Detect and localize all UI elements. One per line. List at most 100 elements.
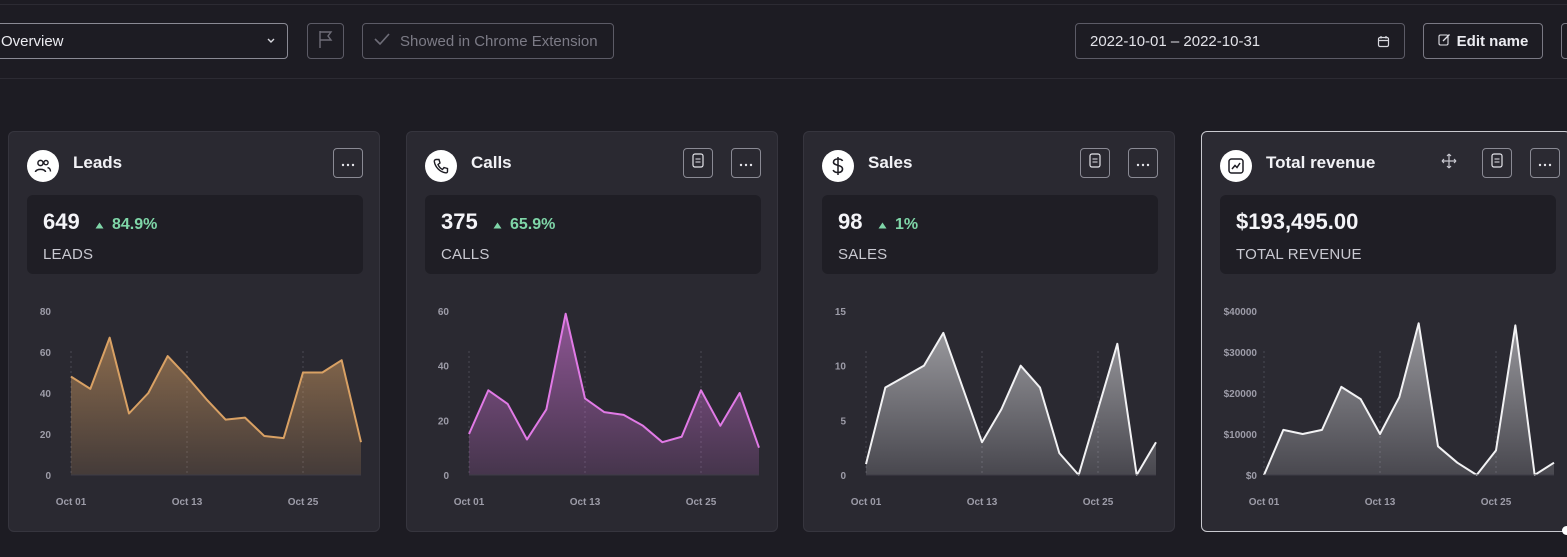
- trend-up-icon: [95, 216, 104, 234]
- metric-label: TOTAL REVENUE: [1236, 246, 1362, 263]
- area-fill: [71, 337, 361, 475]
- resize-handle[interactable]: [1562, 526, 1567, 535]
- metric-summary: 649 84.9% LEADS: [27, 195, 363, 274]
- trend-up-icon: [493, 216, 502, 234]
- more-options-button[interactable]: [731, 148, 761, 178]
- more-options-button[interactable]: [333, 148, 363, 178]
- metric-summary: 375 65.9% CALLS: [425, 195, 761, 274]
- card-calls[interactable]: Calls 375 65.9% CALLS 0 20 40 60 Oct 01 Oct 1…: [406, 131, 778, 532]
- toolbar-divider: [0, 78, 1567, 79]
- card-leads[interactable]: Leads 649 84.9% LEADS 0 20 40 60 80 Oct 01 Oct…: [8, 131, 380, 532]
- y-tick-label: $20000: [1224, 389, 1258, 400]
- metric-delta-value: 1%: [895, 216, 919, 233]
- flag-icon: [317, 29, 335, 54]
- notes-button[interactable]: [1482, 148, 1512, 178]
- check-icon: [373, 32, 391, 50]
- y-tick-label: $0: [1246, 471, 1258, 482]
- y-tick-label: 40: [438, 362, 450, 373]
- area-fill: [1264, 323, 1554, 475]
- card-total-revenue[interactable]: Total revenue $193,495.00 TOTAL REVENUE …: [1201, 131, 1567, 532]
- card-header: Leads: [27, 150, 122, 182]
- date-range-value: 2022-10-01 – 2022-10-31: [1090, 32, 1261, 50]
- document-icon: [692, 153, 704, 173]
- metric-value: 375: [441, 209, 478, 234]
- x-tick-label: Oct 25: [686, 497, 717, 508]
- x-tick-label: Oct 25: [1481, 497, 1512, 508]
- metric-delta: 65.9%: [493, 216, 555, 234]
- metric-delta-value: 65.9%: [510, 216, 556, 233]
- metric-label: CALLS: [441, 246, 490, 263]
- x-tick-label: Oct 01: [454, 497, 485, 508]
- dollar-icon: [822, 150, 854, 182]
- metric-delta: 84.9%: [95, 216, 157, 234]
- y-tick-label: 0: [45, 471, 51, 482]
- phone-icon: [425, 150, 457, 182]
- metric-summary: 98 1% SALES: [822, 195, 1158, 274]
- y-tick-label: 60: [40, 348, 52, 359]
- series-line: [1263, 322, 1555, 476]
- x-tick-label: Oct 01: [851, 497, 882, 508]
- move-icon: [1441, 153, 1457, 174]
- card-header: Total revenue: [1220, 150, 1375, 182]
- y-tick-label: 60: [438, 307, 450, 318]
- y-tick-label: 20: [438, 416, 450, 427]
- flag-button[interactable]: [307, 23, 344, 59]
- y-tick-label: 40: [40, 389, 52, 400]
- edit-name-button[interactable]: Edit name: [1423, 23, 1543, 59]
- x-tick-label: Oct 01: [1249, 497, 1280, 508]
- document-icon: [1089, 153, 1101, 173]
- drag-handle[interactable]: [1434, 148, 1464, 178]
- series-line: [865, 331, 1157, 476]
- more-options-button[interactable]: [1530, 148, 1560, 178]
- x-tick-label: Oct 13: [967, 497, 998, 508]
- users-icon: [27, 150, 59, 182]
- chrome-extension-toggle[interactable]: Showed in Chrome Extension: [362, 23, 614, 59]
- dashboard-select-value: Overview: [1, 32, 64, 50]
- edit-name-label: Edit name: [1456, 32, 1529, 50]
- extra-button[interactable]: [1561, 23, 1567, 59]
- sales-chart: 0 5 10 15 Oct 01 Oct 13 Oct 25: [835, 307, 1157, 508]
- y-tick-label: 80: [40, 307, 52, 318]
- notes-button[interactable]: [683, 148, 713, 178]
- x-tick-label: Oct 25: [1083, 497, 1114, 508]
- document-icon: [1491, 153, 1503, 173]
- date-range-picker[interactable]: 2022-10-01 – 2022-10-31: [1075, 23, 1405, 59]
- metric-value: 98: [838, 209, 863, 234]
- x-tick-label: Oct 13: [172, 497, 203, 508]
- card-actions: [1080, 148, 1158, 178]
- notes-button[interactable]: [1080, 148, 1110, 178]
- metric-delta-value: 84.9%: [112, 216, 158, 233]
- top-divider: [0, 4, 1567, 5]
- y-tick-label: 20: [40, 430, 52, 441]
- ellipsis-icon: [1136, 154, 1150, 172]
- card-title: Total revenue: [1266, 153, 1376, 172]
- more-options-button[interactable]: [1128, 148, 1158, 178]
- metric-summary: $193,495.00 TOTAL REVENUE: [1220, 195, 1556, 274]
- series-line: [70, 336, 362, 443]
- card-actions: [333, 148, 363, 178]
- metric-delta: 1%: [878, 216, 918, 234]
- area-fill: [866, 332, 1156, 475]
- card-actions: [683, 148, 761, 178]
- x-tick-label: Oct 13: [1365, 497, 1396, 508]
- y-tick-label: 5: [840, 416, 846, 427]
- dashboard-select[interactable]: Overview: [0, 23, 288, 59]
- x-tick-label: Oct 13: [570, 497, 601, 508]
- card-title: Calls: [471, 153, 512, 172]
- y-tick-label: $40000: [1224, 307, 1258, 318]
- revenue-chart: $0 $10000 $20000 $30000 $40000 Oct 01 Oct 13 Oc…: [1224, 307, 1555, 508]
- card-sales[interactable]: Sales 98 1% SALES 0 5 10 15 Oct 01 Oct 13 Oct …: [803, 131, 1175, 532]
- area-fill: [469, 313, 759, 475]
- metric-value: 649: [43, 209, 80, 234]
- chrome-extension-label: Showed in Chrome Extension: [400, 32, 598, 50]
- trend-up-icon: [878, 216, 887, 234]
- metric-label: LEADS: [43, 246, 94, 263]
- calls-chart: 0 20 40 60 Oct 01 Oct 13 Oct 25: [438, 307, 760, 508]
- card-header: Calls: [425, 150, 512, 182]
- edit-icon: [1438, 33, 1451, 50]
- card-actions: [1434, 148, 1560, 178]
- chart-icon: [1220, 150, 1252, 182]
- y-tick-label: $10000: [1224, 430, 1258, 441]
- card-header: Sales: [822, 150, 912, 182]
- y-tick-label: 10: [835, 362, 847, 373]
